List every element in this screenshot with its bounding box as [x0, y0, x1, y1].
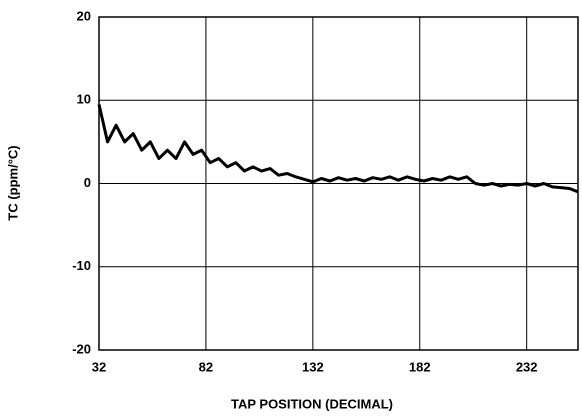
y-axis-title: TC (ppm/°C) — [5, 145, 20, 220]
y-tick-label: 20 — [77, 8, 91, 23]
x-tick-label: 232 — [516, 359, 538, 374]
y-tick-label: 10 — [77, 92, 91, 107]
y-tick-label: 0 — [84, 175, 91, 190]
x-tick-label: 182 — [409, 359, 431, 374]
x-tick-label: 132 — [302, 359, 324, 374]
data-line — [97, 104, 579, 194]
x-tick-label: 82 — [199, 359, 213, 374]
y-tick-label: -20 — [72, 341, 91, 356]
x-tick-label: 32 — [92, 359, 106, 374]
y-tick-label: -10 — [72, 258, 91, 273]
x-axis-title: TAP POSITION (DECIMAL) — [231, 396, 393, 411]
